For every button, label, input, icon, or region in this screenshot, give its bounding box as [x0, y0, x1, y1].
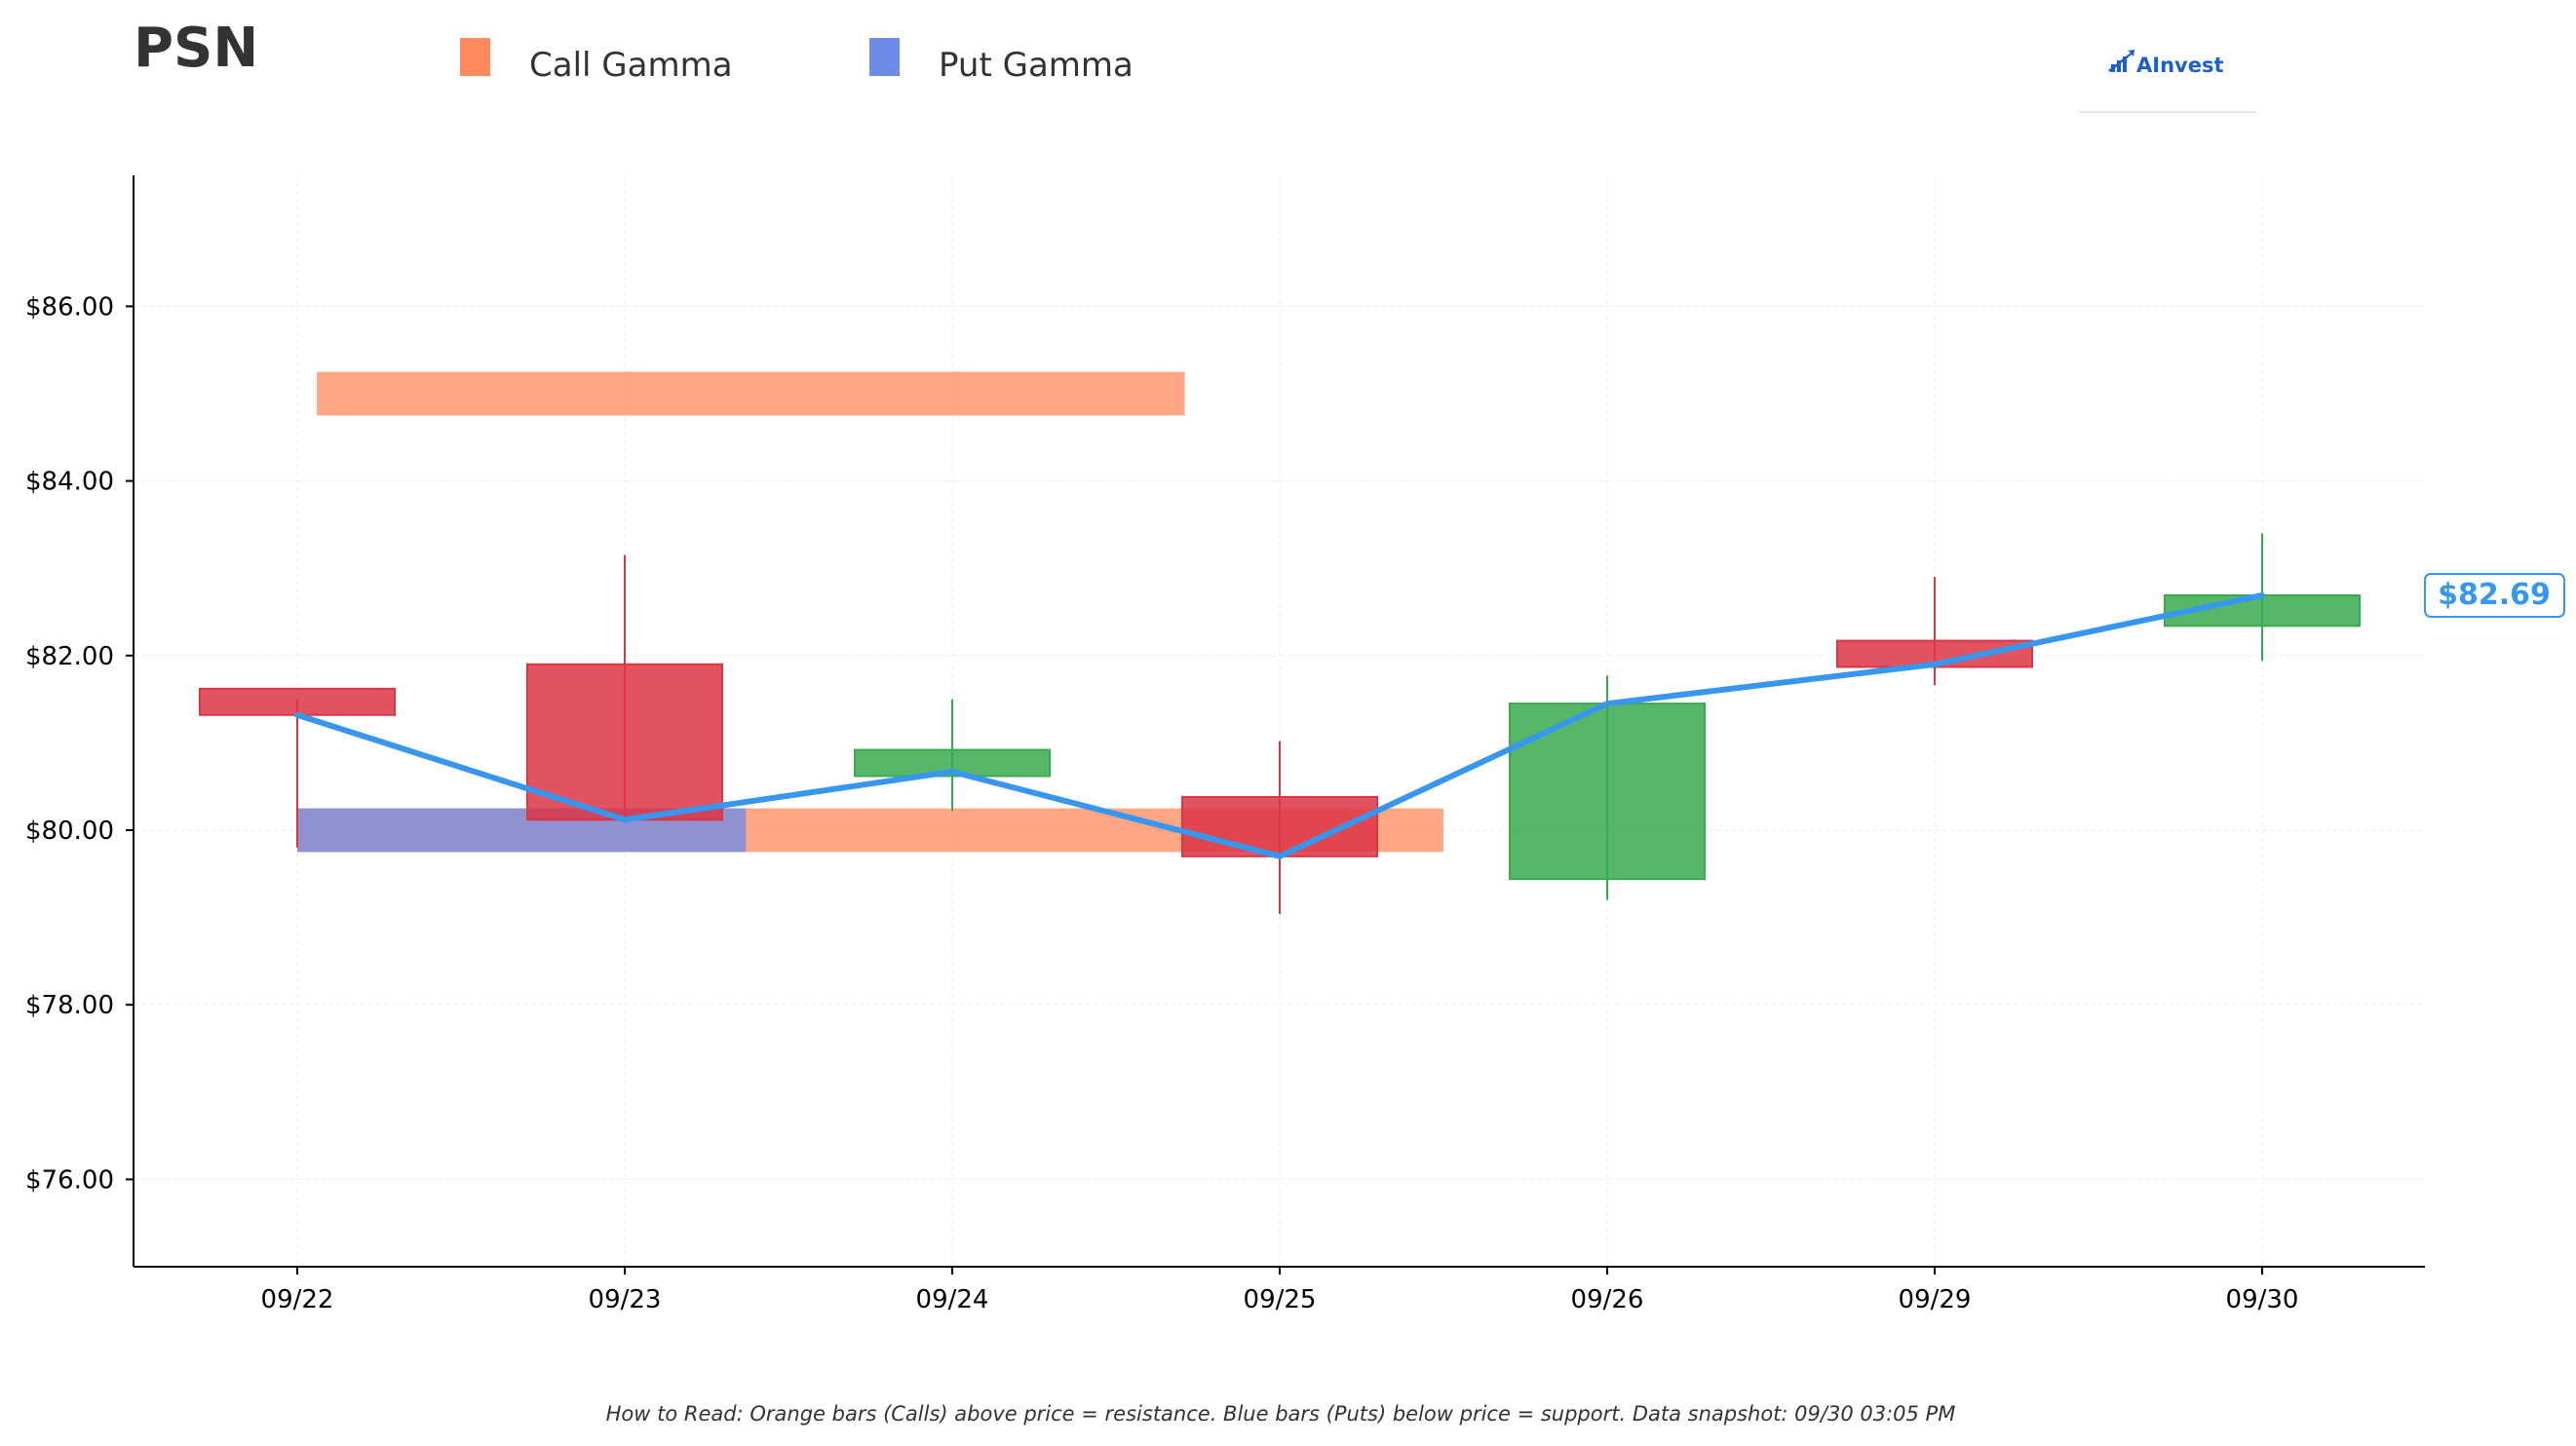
legend-swatch-call-gamma [460, 38, 490, 76]
x-tick-label: 09/26 [1571, 1285, 1644, 1314]
x-tick-label: 09/29 [1899, 1285, 1972, 1314]
y-tick-label: $78.00 [25, 991, 114, 1020]
candle-body [526, 663, 723, 821]
y-tick-label: $76.00 [25, 1165, 114, 1195]
legend-swatch-put-gamma [869, 38, 900, 76]
last-price-tag: $82.69 [2424, 573, 2565, 618]
ainvest-logo: AInvest [2079, 50, 2256, 113]
candles [199, 533, 2361, 915]
logo-bars-icon [2108, 50, 2134, 72]
x-tick-label: 09/25 [1244, 1285, 1317, 1314]
chart-title: PSN [134, 17, 258, 80]
price-line-group [294, 591, 2265, 859]
y-tick-label: $80.00 [25, 817, 114, 846]
legend-label-call-gamma: Call Gamma [529, 46, 733, 85]
tick-labels: $76.00 $78.00 $80.00 $82.00 $84.00 $86.00 09/2… [25, 292, 2298, 1314]
call-gamma-bar [317, 371, 1185, 416]
gamma-bars [297, 371, 1443, 853]
grid [134, 175, 2425, 1267]
logo-text: AInvest [2136, 54, 2224, 77]
x-tick-label: 09/22 [261, 1285, 334, 1314]
candle-body [1509, 703, 1706, 881]
last-price-tag-box [2424, 573, 2565, 618]
legend: Call Gamma Put Gamma [460, 38, 1134, 85]
y-tick-label: $82.00 [25, 642, 114, 671]
y-tick-label: $84.00 [25, 468, 114, 497]
price-line [294, 591, 2265, 859]
x-tick-label: 09/30 [2226, 1285, 2299, 1314]
legend-label-put-gamma: Put Gamma [939, 46, 1134, 85]
y-tick-label: $86.00 [25, 292, 114, 322]
footnote: How to Read: Orange bars (Calls) above p… [606, 1402, 1956, 1426]
candle-body [199, 687, 396, 716]
x-tick-label: 09/24 [916, 1285, 989, 1314]
x-tick-label: 09/23 [589, 1285, 662, 1314]
last-price-label: $82.69 [2438, 578, 2551, 612]
